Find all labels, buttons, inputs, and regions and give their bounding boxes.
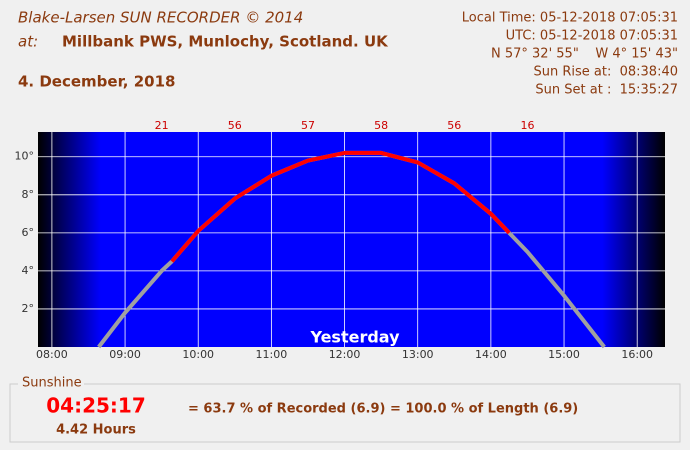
y-tick-label: 4° — [22, 264, 35, 277]
x-tick-label: 15:00 — [548, 348, 580, 361]
info-line: Sun Rise at: 08:38:40 — [533, 65, 678, 80]
date: 4. December, 2018 — [18, 73, 175, 91]
y-tick-label: 10° — [15, 150, 35, 163]
y-tick-label: 2° — [22, 302, 35, 315]
hours: 4.42 Hours — [56, 423, 136, 438]
hourly-label: 16 — [520, 119, 534, 132]
sunshine-legend: Sunshine — [22, 376, 82, 391]
hourly-label: 21 — [155, 119, 169, 132]
at-label: at: — [18, 33, 38, 51]
x-tick-label: 09:00 — [109, 348, 141, 361]
title: Blake-Larsen SUN RECORDER © 2014 — [18, 9, 303, 27]
y-tick-label: 8° — [22, 188, 35, 201]
summary: = 63.7 % of Recorded (6.9) = 100.0 % of … — [188, 402, 578, 417]
x-tick-label: 14:00 — [475, 348, 507, 361]
hourly-label: 58 — [374, 119, 388, 132]
info-line: UTC: 05-12-2018 07:05:31 — [506, 29, 678, 44]
plot-bg — [38, 132, 665, 347]
sun-path — [170, 150, 511, 263]
annotation: Yesterday — [309, 328, 400, 347]
info-line: Local Time: 05-12-2018 07:05:31 — [462, 11, 678, 26]
x-tick-label: 13:00 — [402, 348, 434, 361]
x-tick-label: 08:00 — [36, 348, 68, 361]
hourly-label: 56 — [447, 119, 461, 132]
x-tick-label: 10:00 — [182, 348, 214, 361]
sunshine-box — [9, 383, 681, 443]
info: Local Time: 05-12-2018 07:05:31 UTC: 05-1… — [462, 11, 678, 98]
info-line: Sun Set at : 15:35:27 — [535, 83, 678, 98]
hourly-label: 57 — [301, 119, 315, 132]
y-tick-label: 6° — [22, 226, 35, 239]
hourly-label: 56 — [228, 119, 242, 132]
info-line: N 57° 32' 55" W 4° 15' 43" — [491, 47, 678, 62]
legend-bg — [18, 376, 84, 390]
duration: 04:25:17 — [46, 394, 146, 418]
location: Millbank PWS, Munlochy, Scotland. UK — [62, 33, 389, 51]
x-tick-label: 12:00 — [329, 348, 361, 361]
x-tick-label: 16:00 — [621, 348, 653, 361]
x-tick-label: 11:00 — [256, 348, 288, 361]
